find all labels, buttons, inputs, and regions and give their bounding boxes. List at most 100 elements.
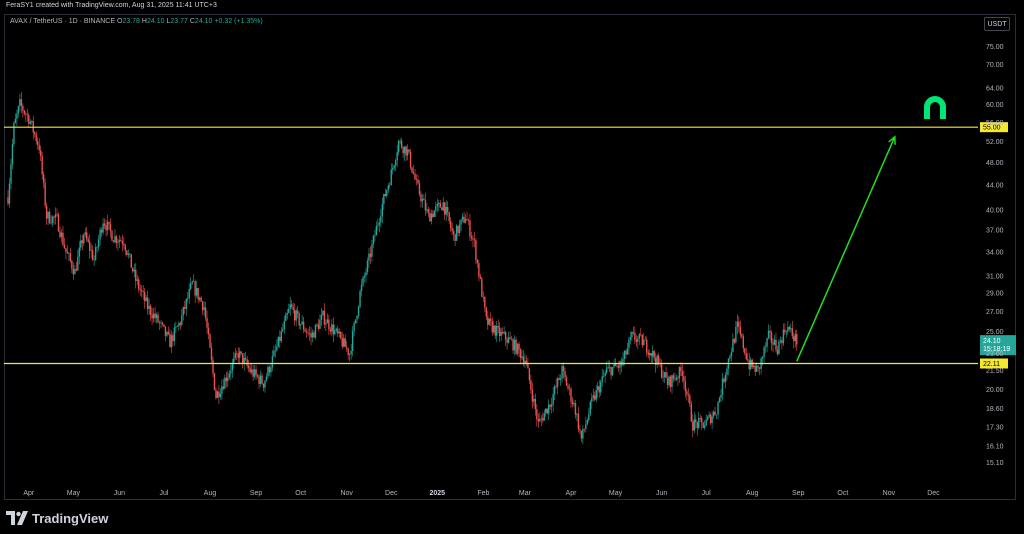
candle-body [571,401,574,405]
time-tick-label: Sep [250,490,263,497]
candle-body [683,376,685,382]
candle-body [289,304,291,309]
candle-body [181,315,183,325]
candle-body [491,321,493,333]
candle-body [216,391,219,398]
candle-body [455,225,458,241]
candle-body [750,359,752,370]
level-price-label: 55.00 [983,125,1001,132]
candle-body [44,182,46,206]
candle-body [16,113,18,119]
candle-body [59,231,61,237]
candle-body [503,332,505,334]
candle-body [726,368,728,376]
candle-body [72,268,75,275]
candle-body [166,331,168,336]
candle-body [773,339,776,345]
candle-body [755,365,758,372]
candle-body [114,236,116,243]
time-tick-label: Jun [656,490,667,497]
candle-body [354,319,357,324]
candle-body [418,183,421,195]
candle-body [458,224,461,234]
candle-body [365,272,367,276]
candle-body [90,250,92,252]
candle-body [730,352,733,357]
candle-body [378,222,381,225]
candle-body [754,365,756,372]
time-tick-label: Sep [792,490,805,497]
magnet-icon [924,96,946,119]
price-tick-label: 29.00 [986,291,1004,298]
candle-body [482,296,485,298]
candle-body [273,350,275,357]
candle-body [504,332,507,340]
candle-body [602,375,605,377]
candle-body [736,321,739,327]
price-tick-label: 48.00 [986,160,1004,167]
currency-selector[interactable]: USDT [984,17,1010,31]
price-tick-label: 17.30 [986,425,1004,432]
candle-body [701,418,703,423]
candle-body [549,404,551,407]
candle-body [724,375,727,382]
candle-body [512,339,514,351]
candle-body [684,381,687,392]
candle-body [729,356,731,359]
candle-body [38,144,40,151]
candle-body [436,203,438,207]
candle-body [213,373,216,390]
candle-body [302,321,305,330]
candle-body [240,351,242,354]
candle-body [350,350,352,355]
candle-body [87,239,89,242]
candle-body [562,366,565,372]
candle-body [320,314,323,321]
candle-body [249,368,251,373]
candle-body [479,276,482,279]
candle-body [651,350,654,357]
candle-body [293,310,296,321]
candle-body [93,259,95,261]
candle-body [582,428,584,439]
candle-body [770,332,773,344]
candle-body [427,209,430,213]
candle-body [268,366,271,373]
candle-body [785,331,788,333]
candle-body [776,349,779,355]
candle-body [579,429,581,431]
time-tick-label: Dec [927,490,940,497]
candle-body [142,291,144,292]
candle-body [184,306,186,309]
candle-body [556,378,559,387]
projection-arrow[interactable] [796,136,896,362]
candle-body [550,404,553,407]
candle-body [672,375,675,379]
candle-body [121,241,124,244]
candle-body [138,279,140,289]
candle-body [542,418,544,421]
candle-body [366,260,369,273]
candle-body [383,194,385,204]
candle-body [442,202,444,211]
candle-body [510,338,513,340]
candle-body [705,419,707,426]
candle-body [182,306,184,316]
candle-body [277,336,280,347]
candle-body [564,371,566,378]
candle-body [380,216,382,223]
candle-body [188,288,190,299]
candle-body [656,355,658,365]
candle-body [669,376,672,387]
candle-body [291,304,293,308]
candle-body [488,318,490,325]
candle-body [608,366,611,368]
candle-body [588,414,590,421]
candle-body [258,376,260,384]
candle-body [19,99,21,107]
candle-body [246,359,248,366]
candle-body [31,120,33,122]
candle-body [793,336,795,342]
candle-body [739,326,742,335]
